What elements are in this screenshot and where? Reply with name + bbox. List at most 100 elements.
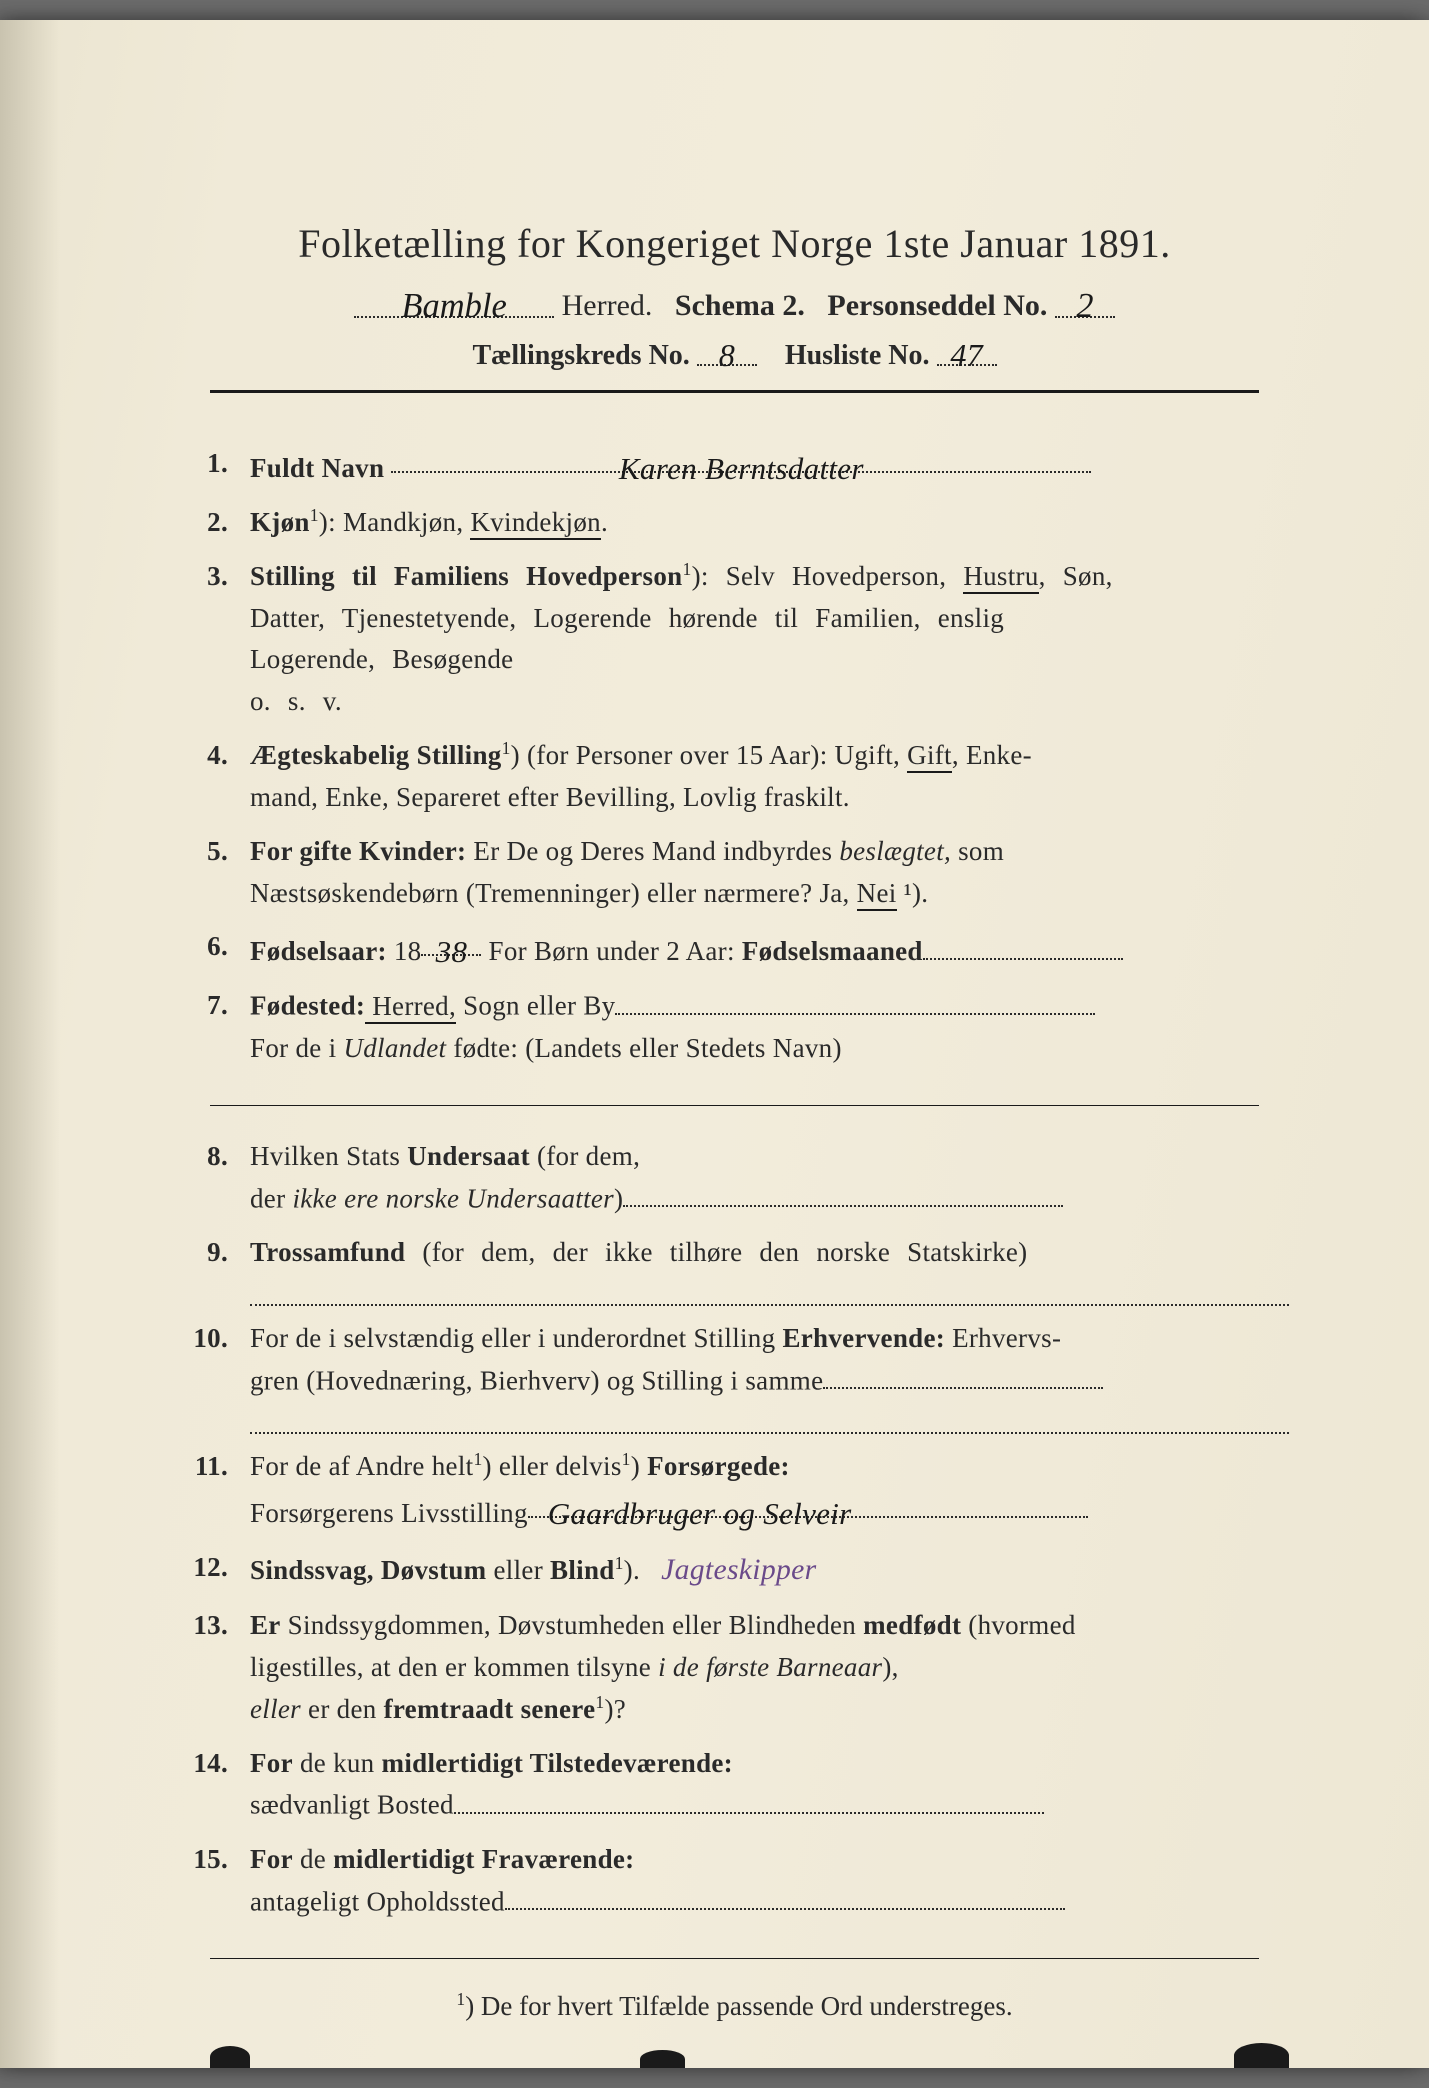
item-number: 11. <box>180 1446 250 1535</box>
item-6: 6. Fødselsaar: 1838 For Børn under 2 Aar… <box>180 926 1289 973</box>
footnote-ref: 1 <box>615 1553 624 1573</box>
field-label: Ægteskabelig Stilling <box>250 740 502 770</box>
citizenship-field <box>623 1178 1063 1208</box>
item-3: 3. Stilling til Familiens Hovedperson1):… <box>180 556 1289 723</box>
birthplace-field <box>615 985 1095 1015</box>
field-italic: Udlandet <box>343 1033 446 1063</box>
field-label: Erhvervende: <box>782 1323 945 1353</box>
field-text: antageligt Opholdssted <box>250 1886 505 1916</box>
item-number: 13. <box>180 1605 250 1731</box>
item-body: Hvilken Stats Undersaat (for dem, der ik… <box>250 1136 1289 1220</box>
footnote-ref: 1 <box>310 505 319 525</box>
selected-option: Kvindekjøn <box>470 507 601 540</box>
field-text: ligestilles, at den er kommen tilsyne <box>250 1652 658 1682</box>
field-text: , Søn, <box>1039 561 1113 591</box>
field-text: For de i <box>250 1033 343 1063</box>
item-body: For de i selvstændig eller i underordnet… <box>250 1318 1289 1434</box>
field-text: ), <box>882 1652 898 1682</box>
field-label: Stilling til Familiens Hovedperson <box>250 561 682 591</box>
item-7: 7. Fødested: Herred, Sogn eller By For d… <box>180 985 1289 1069</box>
field-text: (for dem, <box>530 1141 640 1171</box>
field-label: medfødt <box>863 1610 961 1640</box>
item-body: For de kun midlertidigt Tilstedeværende:… <box>250 1743 1289 1827</box>
header-rule <box>210 390 1259 393</box>
field-text: ): Selv Hovedperson, <box>692 561 964 591</box>
item-number: 9. <box>180 1232 250 1306</box>
field-text: Logerende, Besøgende <box>250 644 513 674</box>
selected-option: Herred, <box>365 991 456 1024</box>
footnote-ref: 1 <box>622 1449 631 1469</box>
item-body: Kjøn1): Mandkjøn, Kvindekjøn. <box>250 502 1289 544</box>
field-text: Sogn eller By <box>456 991 615 1021</box>
field-italic: i de første Barneaar <box>658 1652 882 1682</box>
field-text: ) <box>631 1451 647 1481</box>
item-body: Stilling til Familiens Hovedperson1): Se… <box>250 556 1289 723</box>
item-9: 9. Trossamfund (for dem, der ikke tilhør… <box>180 1232 1289 1306</box>
field-label: Sindssvag, Døvstum <box>250 1555 486 1585</box>
item-14: 14. For de kun midlertidigt Tilstedevære… <box>180 1743 1289 1827</box>
religion-field <box>250 1278 1289 1306</box>
field-label: For <box>250 1748 293 1778</box>
field-text: Forsørgerens Livsstilling <box>250 1498 528 1528</box>
item-body: Fødselsaar: 1838 For Børn under 2 Aar: F… <box>250 926 1289 973</box>
item-number: 12. <box>180 1547 250 1593</box>
item-4: 4. Ægteskabelig Stilling1) (for Personer… <box>180 735 1289 819</box>
field-text: For de i selvstændig eller i underordnet… <box>250 1323 782 1353</box>
item-number: 14. <box>180 1743 250 1827</box>
field-label: Fødselsaar: <box>250 936 387 966</box>
birth-year: 38 <box>436 928 468 976</box>
provider-occupation: Gaardbruger og Selveir <box>548 1490 852 1538</box>
footer-rule <box>210 1958 1259 1959</box>
field-text: mand, Enke, Separeret efter Bevilling, L… <box>250 782 850 812</box>
field-text: er den <box>301 1694 384 1724</box>
field-text: Hvilken Stats <box>250 1141 407 1171</box>
field-text: For Børn under 2 Aar: <box>481 936 741 966</box>
field-label: Fødested: <box>250 991 365 1021</box>
field-text: o. s. v. <box>250 686 342 716</box>
item-body: Fuldt Navn Karen Berntsdatter <box>250 443 1289 490</box>
form-title: Folketælling for Kongeriget Norge 1ste J… <box>180 220 1289 267</box>
selected-option: Gift <box>907 740 952 773</box>
schema-label: Schema 2. <box>675 289 805 322</box>
field-label: midlertidigt Fraværende: <box>333 1844 634 1874</box>
occupation-field <box>823 1360 1103 1390</box>
item-body: Fødested: Herred, Sogn eller By For de i… <box>250 985 1289 1069</box>
name-value: Karen Berntsdatter <box>619 445 864 493</box>
field-text: eller <box>486 1555 550 1585</box>
item-12: 12. Sindssvag, Døvstum eller Blind1). Ja… <box>180 1547 1289 1593</box>
item-number: 2. <box>180 502 250 544</box>
occupation-field-2 <box>250 1406 1289 1434</box>
paper-tear-icon <box>640 2050 685 2068</box>
item-number: 4. <box>180 735 250 819</box>
kreds-label: Tællingskreds No. <box>472 340 689 371</box>
item-body: For de midlertidigt Fraværende: antageli… <box>250 1839 1289 1923</box>
purple-annotation: Jagteskipper <box>661 1554 816 1586</box>
kreds-no: 8 <box>719 337 735 374</box>
field-text: Datter, Tjenestetyende, Logerende hørend… <box>250 603 1004 633</box>
field-label: For <box>250 1844 293 1874</box>
field-label: Forsørgede: <box>647 1451 790 1481</box>
item-body: Sindssvag, Døvstum eller Blind1). Jagtes… <box>250 1547 1289 1593</box>
field-text: Er De og Deres Mand indbyrdes <box>466 836 839 866</box>
item-body: For gifte Kvinder: Er De og Deres Mand i… <box>250 831 1289 915</box>
footnote-marker: 1 <box>456 1989 465 2009</box>
item-number: 5. <box>180 831 250 915</box>
item-body: For de af Andre helt1) eller delvis1) Fo… <box>250 1446 1289 1535</box>
field-text: de <box>293 1844 333 1874</box>
field-text: ). <box>624 1555 640 1585</box>
item-10: 10. For de i selvstændig eller i underor… <box>180 1318 1289 1434</box>
field-text: ): Mandkjøn, <box>319 507 471 537</box>
header-row-1: Bamble Herred. Schema 2. Personseddel No… <box>180 285 1289 323</box>
husliste-no: 47 <box>950 337 982 374</box>
field-text: (hvormed <box>961 1610 1075 1640</box>
field-label: Blind <box>550 1555 615 1585</box>
footnote-ref: 1 <box>682 559 691 579</box>
field-italic: ikke ere norske Undersaatter <box>292 1183 614 1213</box>
item-2: 2. Kjøn1): Mandkjøn, Kvindekjøn. <box>180 502 1289 544</box>
field-label: fremtraadt senere <box>384 1694 596 1724</box>
item-body: Ægteskabelig Stilling1) (for Personer ov… <box>250 735 1289 819</box>
item-number: 1. <box>180 443 250 490</box>
year-prefix: 18 <box>387 936 422 966</box>
item-5: 5. For gifte Kvinder: Er De og Deres Man… <box>180 831 1289 915</box>
field-text: sædvanligt Bosted <box>250 1790 454 1820</box>
